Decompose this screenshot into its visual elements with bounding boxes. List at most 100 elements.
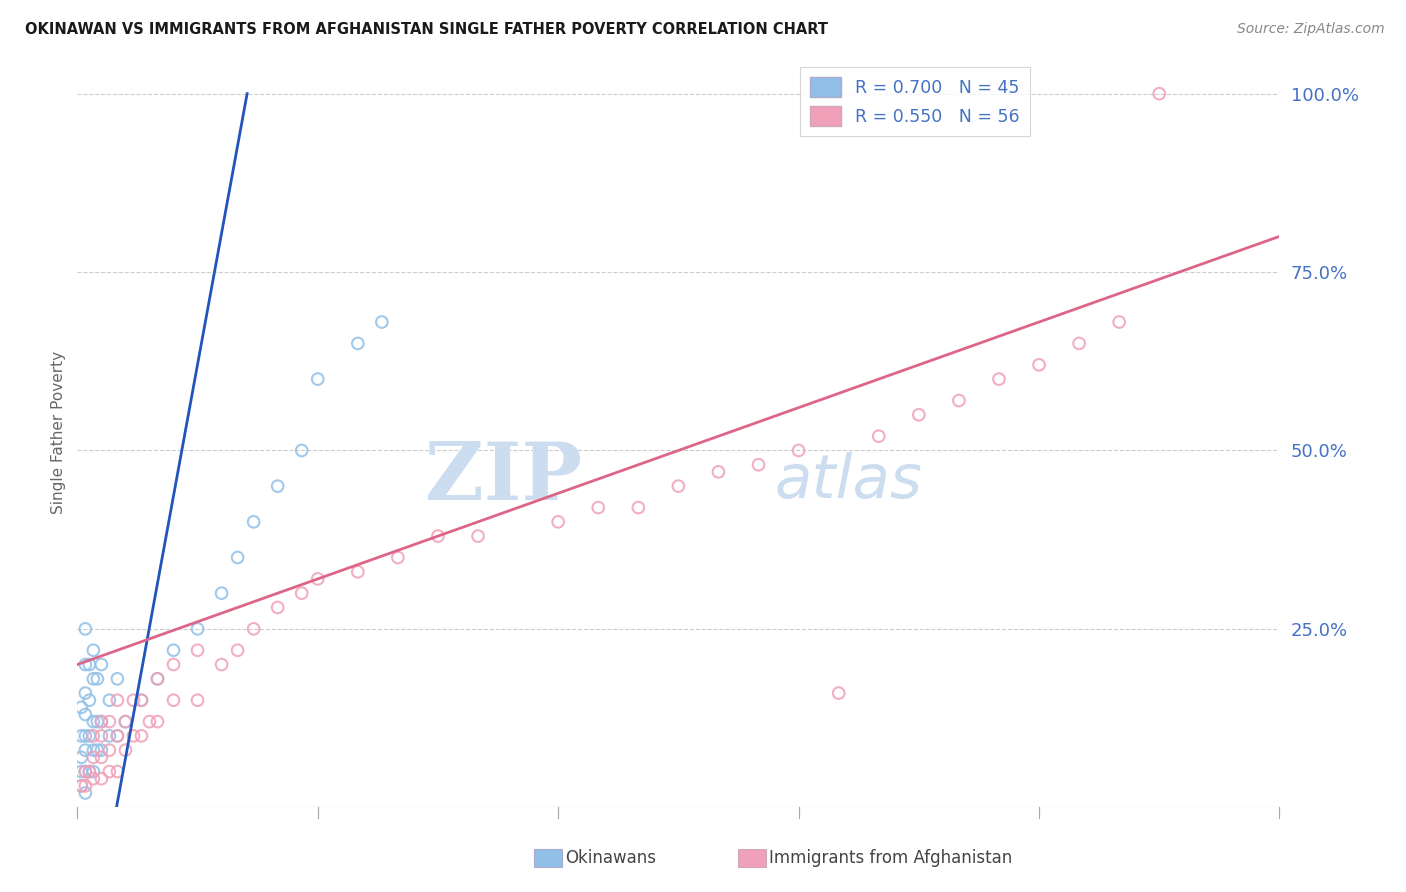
Point [291,586,314,600]
Point [668,479,690,493]
Point [146,672,169,686]
Point [86,672,108,686]
Point [828,686,851,700]
Point [79,764,101,779]
Point [98,743,121,757]
Text: Okinawans: Okinawans [565,849,657,867]
Point [75,729,97,743]
Point [114,743,136,757]
Point [82,743,104,757]
Point [226,550,249,565]
Point [82,772,104,786]
Point [82,643,104,657]
Point [90,714,112,729]
Point [107,729,129,743]
Point [75,622,97,636]
Point [787,443,810,458]
Point [988,372,1011,386]
Point [186,622,209,636]
Point [75,686,97,700]
Point [211,657,233,672]
Point [307,372,329,386]
Point [70,779,93,793]
Point [90,743,112,757]
Point [131,693,153,707]
Point [107,729,129,743]
Point [868,429,890,443]
Point [242,515,264,529]
Point [427,529,450,543]
Point [114,714,136,729]
Point [79,764,101,779]
Point [291,443,314,458]
Point [948,393,970,408]
Point [588,500,610,515]
Point [75,657,97,672]
Point [162,643,184,657]
Point [186,693,209,707]
Point [107,672,129,686]
Point [107,693,129,707]
Point [70,750,93,764]
Bar [534,849,562,867]
Point [114,714,136,729]
Point [242,622,264,636]
Point [98,729,121,743]
Text: atlas: atlas [775,452,922,511]
Point [122,693,145,707]
Point [90,729,112,743]
Point [79,693,101,707]
Point [122,729,145,743]
Point [98,764,121,779]
Point [75,764,97,779]
Point [86,743,108,757]
Point [211,586,233,600]
Point [75,779,97,793]
Point [146,672,169,686]
Text: Immigrants from Afghanistan: Immigrants from Afghanistan [769,849,1012,867]
Point [146,714,169,729]
Point [79,657,101,672]
Point [371,315,394,329]
Point [347,336,370,351]
Point [70,764,93,779]
Y-axis label: Single Father Poverty: Single Father Poverty [51,351,66,514]
Point [98,693,121,707]
Point [138,714,160,729]
Point [267,479,290,493]
Point [307,572,329,586]
Point [75,707,97,722]
Point [82,729,104,743]
Point [1149,87,1171,101]
Point [1108,315,1130,329]
Point [1028,358,1050,372]
Point [79,729,101,743]
Point [908,408,931,422]
Point [70,700,93,714]
Point [98,714,121,729]
Text: ZIP: ZIP [425,439,582,516]
Point [467,529,489,543]
Point [627,500,650,515]
Point [267,600,290,615]
Bar [738,849,766,867]
Point [75,764,97,779]
Point [748,458,770,472]
Point [86,714,108,729]
Legend: R = 0.700   N = 45, R = 0.550   N = 56: R = 0.700 N = 45, R = 0.550 N = 56 [800,67,1031,136]
Text: OKINAWAN VS IMMIGRANTS FROM AFGHANISTAN SINGLE FATHER POVERTY CORRELATION CHART: OKINAWAN VS IMMIGRANTS FROM AFGHANISTAN … [25,22,828,37]
Point [90,772,112,786]
Point [1069,336,1091,351]
Point [82,672,104,686]
Point [70,779,93,793]
Point [131,729,153,743]
Point [82,750,104,764]
Point [347,565,370,579]
Point [226,643,249,657]
Text: Source: ZipAtlas.com: Source: ZipAtlas.com [1237,22,1385,37]
Point [387,550,409,565]
Point [75,786,97,800]
Point [90,657,112,672]
Point [162,693,184,707]
Point [547,515,569,529]
